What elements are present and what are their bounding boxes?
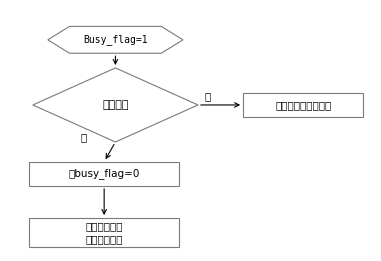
Text: 中断触发: 中断触发 — [102, 100, 129, 110]
Text: Busy_flag=1: Busy_flag=1 — [83, 34, 148, 45]
Bar — [29, 162, 179, 186]
Text: 继续进行当前的编码: 继续进行当前的编码 — [275, 100, 331, 110]
Text: 置busy_flag=0: 置busy_flag=0 — [69, 168, 140, 179]
Text: 否: 否 — [204, 91, 211, 101]
Bar — [29, 218, 179, 247]
Polygon shape — [48, 26, 183, 53]
Text: 是: 是 — [80, 132, 86, 142]
Text: 停止当前编码
继续指定编码: 停止当前编码 继续指定编码 — [85, 221, 123, 244]
Bar — [243, 93, 363, 117]
Polygon shape — [33, 68, 198, 142]
